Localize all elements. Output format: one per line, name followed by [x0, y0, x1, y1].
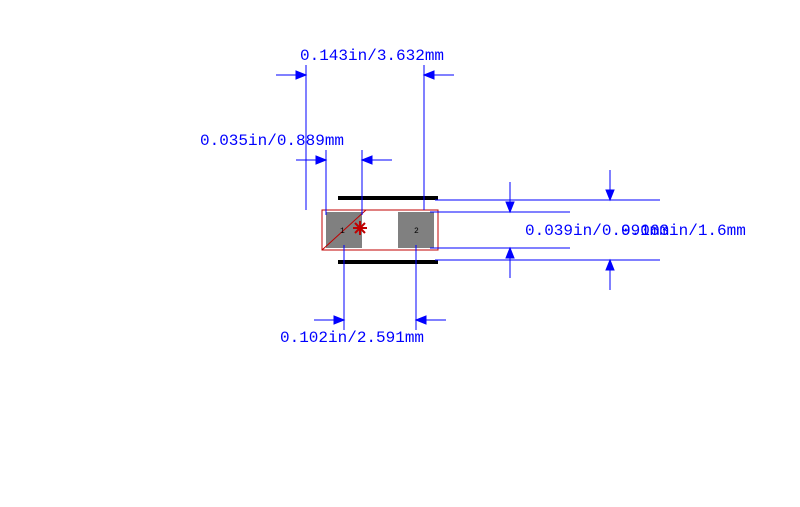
engineering-drawing: 1 2 0.143in/3.632mm 0.035in/0.889mm 0.10… — [0, 0, 800, 507]
dimension-pitch-label: 0.102in/2.591mm — [280, 329, 424, 347]
origin-marker-icon — [353, 221, 367, 235]
dimension-pad-width — [296, 150, 392, 215]
pin-2-label: 2 — [414, 227, 419, 236]
dimension-body-height-label: 0.063in/1.6mm — [621, 222, 746, 240]
dimension-top-width-label: 0.143in/3.632mm — [300, 47, 444, 65]
dimension-pad-width-label: 0.035in/0.889mm — [200, 132, 344, 150]
dimension-pitch — [314, 245, 446, 330]
pin-1-label: 1 — [340, 227, 345, 236]
